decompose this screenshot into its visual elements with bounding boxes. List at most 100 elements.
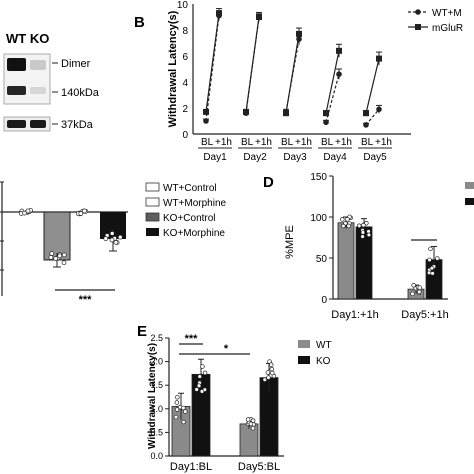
panel-b-x-labels: BL +1h BL +1h BL +1h BL +1h BL +1h Day1 … xyxy=(198,137,392,163)
panel-e-data-point xyxy=(248,421,254,427)
panel-d-marks xyxy=(337,214,443,300)
panel-c-data-point xyxy=(49,251,55,256)
panel-b-marks xyxy=(203,8,382,128)
panel-e-data-point xyxy=(194,387,199,392)
panel-b-ylabel: Withdrawal Latency(s) xyxy=(167,10,179,127)
panel-b-point-ko xyxy=(336,47,342,54)
panel-b-series-line xyxy=(205,13,220,112)
panel-c-data-point xyxy=(22,210,27,216)
panel-e-data-point xyxy=(197,374,203,379)
panel-c-data-point xyxy=(57,253,63,259)
panel-d-ytick: 150 xyxy=(310,172,327,183)
panel-c-data-point xyxy=(82,208,87,214)
panel-b-day-label: Day4 xyxy=(323,152,347,163)
legend-label-wt: WT+M xyxy=(432,8,462,19)
panel-b-sub-1h: +1h xyxy=(255,137,272,148)
panel-c-data-point xyxy=(109,231,115,236)
panel-e-ylabel: Withdrawal Latency(s) xyxy=(147,343,158,449)
panel-c-data-point xyxy=(109,237,115,243)
panel-b-sub-bl: BL xyxy=(321,137,334,148)
panel-d-data-point xyxy=(427,257,432,263)
panel-e-bar-wt xyxy=(239,423,259,457)
panel-e-data-point xyxy=(196,383,202,388)
panel-c-data-point xyxy=(25,208,31,214)
panel-e-data-point xyxy=(199,389,205,394)
panel-e-category: Day1:BL xyxy=(170,461,212,473)
panel-b-sub-bl: BL xyxy=(201,137,214,148)
panel-e-ytick: 1.0 xyxy=(150,404,163,414)
panel-e-data-point xyxy=(268,362,274,367)
panel-e-data-point xyxy=(183,409,188,414)
panel-b: B Withdrawal Latency(s) 10 8 6 4 2 0 BL … xyxy=(134,0,463,163)
panel-e-data-point xyxy=(245,417,251,422)
blot-band-ko-dimer xyxy=(30,60,46,70)
panel-b-point-wt xyxy=(363,122,369,128)
panel-e-legend-label-ko: KO xyxy=(316,356,331,367)
blot-band-wt-dimer xyxy=(7,58,26,71)
panel-e-data-point xyxy=(269,366,275,372)
blot-band-ko-37 xyxy=(30,120,46,128)
panel-e-letter: E xyxy=(137,323,147,340)
panel-d-ytick: 0 xyxy=(321,295,327,306)
panel-b-point-ko xyxy=(243,108,249,115)
panel-d-legend-swatch-ko xyxy=(465,198,474,205)
panel-b-sub-1h: +1h xyxy=(335,137,352,148)
panel-e-data-point xyxy=(265,370,271,375)
panel-e-legend-label-wt: WT xyxy=(316,340,332,351)
panel-b-sub-1h: +1h xyxy=(215,137,232,148)
panel-c-significance: *** xyxy=(79,294,93,306)
panel-e-data-point xyxy=(250,418,256,423)
panel-b-sub-bl: BL xyxy=(241,137,254,148)
legend-label-ko: mGluR xyxy=(432,23,463,34)
legend-swatch-ko-control xyxy=(145,212,160,222)
panel-c-legend: WT+Control WT+Morphine KO+Control KO+Mor… xyxy=(145,182,227,239)
legend-label-wt-morphine: WT+Morphine xyxy=(163,198,227,209)
panel-c-data-point xyxy=(61,260,67,266)
panel-d-data-point xyxy=(361,222,366,228)
panel-b-legend: WT+M mGluR xyxy=(408,8,463,34)
panel-b-sub-1h: +1h xyxy=(295,137,312,148)
panel-b-letter: B xyxy=(134,14,145,31)
panel-c-data-point xyxy=(117,234,123,240)
panel-d-data-point xyxy=(417,285,422,290)
panel-d-ytick: 100 xyxy=(310,213,327,224)
panel-b-ytick: 8 xyxy=(182,26,188,37)
panel-e-legend-swatch-ko xyxy=(298,356,310,364)
panel-c-data-point xyxy=(48,255,54,260)
panel-d-legend-swatch-wt xyxy=(465,182,474,189)
panel-e-data-point xyxy=(202,370,208,376)
panel-b-day-label: Day3 xyxy=(283,152,307,163)
panel-d-data-point xyxy=(356,223,362,229)
panel-d-data-point xyxy=(346,223,351,229)
panel-d-data-point xyxy=(360,234,365,239)
panel-d-data-point xyxy=(340,217,345,222)
panel-b-series-line xyxy=(245,16,260,112)
panel-b-point-ko xyxy=(283,110,289,117)
panel-b-ytick: 4 xyxy=(182,78,188,89)
panel-e-data-point xyxy=(270,370,275,376)
panel-d: D %MPE 150 100 50 0 Day1:+1h Day5:+1h xyxy=(263,172,474,321)
panel-c-data-point xyxy=(103,236,109,241)
legend-swatch-wt-control xyxy=(145,182,160,192)
panel-e-data-point xyxy=(174,400,180,405)
panel-d-category: Day5:+1h xyxy=(401,309,448,321)
blot-band-wt-37 xyxy=(7,120,26,128)
panel-d-data-point xyxy=(411,283,416,288)
panel-b-day-label: Day5 xyxy=(363,152,387,163)
panel-e-data-point xyxy=(175,394,180,400)
panel-e-ytick: 1.5 xyxy=(150,380,163,390)
panel-d-ytick: 50 xyxy=(316,254,328,265)
panel-b-day-label: Day1 xyxy=(203,152,227,163)
panel-e-marks xyxy=(171,358,279,457)
panel-b-ytick: 10 xyxy=(177,0,189,11)
panel-d-data-point xyxy=(417,289,422,295)
panel-c-bar-wt-morphine xyxy=(43,211,71,261)
panel-d-bar-wt xyxy=(337,222,355,300)
panel-b-y-ticks: 10 8 6 4 2 0 xyxy=(177,0,189,141)
panel-d-data-point xyxy=(360,230,366,235)
panel-e-data-point xyxy=(266,375,271,380)
panel-d-data-point xyxy=(428,246,433,252)
panel-e-ytick: 0.0 xyxy=(150,451,163,461)
panel-b-sub-1h: +1h xyxy=(375,137,392,148)
panel-b-point-wt xyxy=(376,106,382,113)
